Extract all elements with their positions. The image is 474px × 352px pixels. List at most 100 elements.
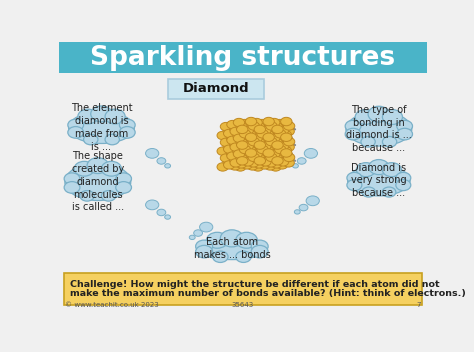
- Circle shape: [265, 127, 277, 136]
- Circle shape: [233, 134, 245, 143]
- Circle shape: [244, 124, 255, 132]
- Circle shape: [238, 149, 250, 157]
- Circle shape: [101, 190, 116, 201]
- Circle shape: [101, 161, 121, 176]
- Circle shape: [263, 117, 274, 126]
- Circle shape: [277, 139, 288, 148]
- Circle shape: [226, 149, 237, 158]
- Circle shape: [306, 196, 319, 206]
- Circle shape: [261, 124, 273, 132]
- Circle shape: [259, 161, 270, 169]
- Circle shape: [223, 158, 235, 167]
- Circle shape: [229, 156, 241, 165]
- Circle shape: [116, 182, 131, 193]
- Circle shape: [396, 180, 411, 191]
- Circle shape: [220, 138, 232, 146]
- Circle shape: [271, 154, 283, 163]
- Circle shape: [232, 137, 244, 145]
- Circle shape: [345, 128, 361, 140]
- Circle shape: [116, 173, 131, 184]
- Circle shape: [242, 124, 253, 132]
- Circle shape: [241, 127, 252, 135]
- Circle shape: [253, 157, 264, 166]
- Circle shape: [253, 160, 264, 168]
- Circle shape: [283, 159, 294, 167]
- Circle shape: [235, 157, 246, 166]
- Ellipse shape: [347, 165, 410, 196]
- Circle shape: [254, 154, 265, 163]
- Circle shape: [263, 131, 274, 139]
- Text: The type of
bonding in
diamond is ...
because ...: The type of bonding in diamond is ... be…: [346, 105, 412, 153]
- Circle shape: [270, 163, 281, 171]
- Circle shape: [297, 158, 306, 164]
- Circle shape: [242, 126, 254, 134]
- Circle shape: [283, 138, 295, 146]
- Circle shape: [281, 133, 292, 142]
- Circle shape: [78, 109, 98, 124]
- Circle shape: [236, 138, 247, 147]
- Text: The shape
created by
diamond
molecules
is called ...: The shape created by diamond molecules i…: [72, 151, 124, 212]
- Circle shape: [276, 161, 288, 169]
- Ellipse shape: [196, 237, 267, 260]
- Circle shape: [200, 222, 213, 232]
- Circle shape: [347, 172, 362, 183]
- Circle shape: [80, 190, 94, 201]
- Circle shape: [91, 106, 112, 122]
- Circle shape: [261, 139, 273, 147]
- Circle shape: [277, 142, 289, 150]
- Circle shape: [276, 145, 288, 153]
- Circle shape: [383, 137, 397, 147]
- Circle shape: [268, 132, 280, 140]
- Circle shape: [245, 152, 256, 160]
- Circle shape: [253, 142, 264, 150]
- Circle shape: [251, 240, 268, 253]
- Circle shape: [253, 144, 264, 152]
- Circle shape: [250, 132, 262, 140]
- Circle shape: [269, 134, 280, 143]
- Circle shape: [105, 134, 119, 145]
- Circle shape: [251, 150, 262, 158]
- Circle shape: [277, 124, 288, 132]
- Circle shape: [263, 146, 274, 155]
- Circle shape: [262, 120, 273, 129]
- Circle shape: [64, 173, 80, 184]
- Circle shape: [220, 230, 244, 247]
- Circle shape: [232, 135, 243, 143]
- Circle shape: [266, 153, 277, 162]
- Circle shape: [236, 154, 247, 163]
- Circle shape: [277, 158, 289, 166]
- Circle shape: [146, 149, 159, 158]
- Circle shape: [272, 125, 283, 134]
- Circle shape: [259, 155, 271, 164]
- Circle shape: [382, 187, 396, 197]
- Circle shape: [281, 117, 292, 126]
- Circle shape: [232, 153, 244, 161]
- Circle shape: [230, 127, 241, 136]
- Circle shape: [304, 149, 318, 158]
- Circle shape: [239, 130, 251, 138]
- Circle shape: [268, 153, 279, 161]
- Circle shape: [64, 182, 80, 193]
- Circle shape: [368, 106, 390, 122]
- Circle shape: [262, 149, 273, 158]
- Circle shape: [274, 151, 285, 159]
- Circle shape: [226, 134, 237, 142]
- Circle shape: [383, 109, 402, 124]
- Circle shape: [242, 142, 254, 150]
- Circle shape: [229, 130, 240, 139]
- Circle shape: [280, 152, 291, 160]
- Circle shape: [233, 147, 244, 156]
- Circle shape: [164, 164, 171, 168]
- Circle shape: [256, 135, 268, 144]
- Circle shape: [396, 172, 411, 183]
- Circle shape: [245, 136, 256, 144]
- Circle shape: [273, 149, 285, 157]
- Circle shape: [74, 161, 94, 176]
- Circle shape: [247, 162, 258, 170]
- Circle shape: [226, 124, 237, 132]
- Circle shape: [270, 147, 281, 155]
- Circle shape: [224, 145, 235, 153]
- Circle shape: [250, 137, 261, 145]
- Circle shape: [223, 143, 235, 151]
- Circle shape: [251, 245, 268, 258]
